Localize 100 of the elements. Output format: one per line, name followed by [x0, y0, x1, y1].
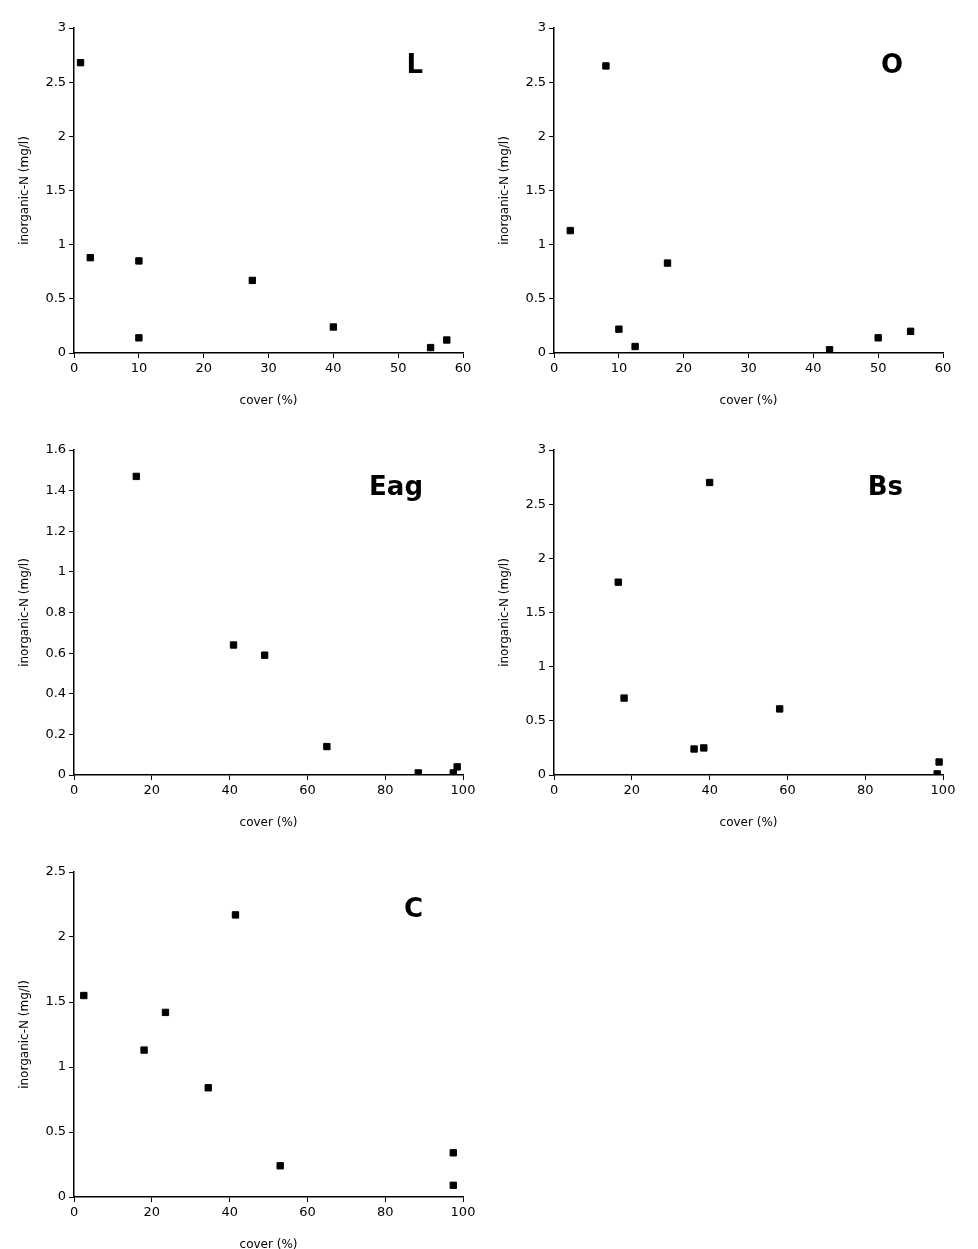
x-tick-label: 10 [610, 360, 628, 376]
point [329, 323, 338, 331]
x-tick-label: 20 [143, 782, 161, 798]
point [204, 1084, 212, 1092]
x-tick-label: 80 [856, 782, 874, 798]
y-tick-label: 2 [57, 928, 67, 944]
point [248, 276, 257, 285]
y-axis-title: inorganic-N (mg/l) [17, 136, 32, 245]
point [906, 327, 915, 336]
x-tick-label: 60 [779, 782, 796, 798]
y-tick-label: 2 [537, 549, 547, 565]
y-tick-label: 0.4 [45, 685, 67, 701]
y-axis-title: inorganic-N (mg/l) [497, 136, 512, 245]
y-tick-label: 3 [537, 441, 547, 457]
x-tick-label: 20 [623, 782, 641, 798]
point [453, 763, 461, 771]
y-tick-label: 2.5 [525, 495, 547, 511]
x-tick-label: 60 [454, 360, 472, 376]
text: O [880, 48, 903, 79]
x-tick-label: 20 [195, 360, 212, 376]
x-tick-label: 0 [549, 782, 559, 798]
y-tick-label: 0 [57, 344, 67, 360]
x-tick-label: 30 [260, 360, 277, 376]
text: C [403, 892, 423, 923]
x-tick-label: 0 [69, 1204, 79, 1220]
point [161, 1008, 170, 1017]
y-tick-label: 0.2 [45, 725, 67, 741]
point [874, 334, 882, 342]
y-tick-label: 0 [537, 344, 547, 360]
x-tick-label: 0 [69, 782, 79, 798]
point [449, 1181, 457, 1189]
point [449, 1149, 457, 1157]
y-tick-label: 2 [537, 127, 547, 143]
point [775, 705, 784, 713]
text: Eag [369, 470, 423, 501]
x-tick-label: 40 [325, 360, 342, 376]
y-tick-label: 0.8 [45, 603, 67, 619]
y-tick-label: 0.5 [525, 712, 547, 728]
x-tick-label: 50 [869, 360, 887, 376]
y-axis-title: inorganic-N (mg/l) [17, 980, 32, 1089]
y-tick-label: 0.5 [45, 290, 67, 306]
point [80, 991, 88, 1000]
y-tick-label: 1.5 [525, 181, 547, 197]
x-tick-label: 80 [376, 1204, 394, 1220]
point [700, 744, 708, 752]
point [132, 472, 140, 481]
x-axis-title: cover (%) [719, 392, 778, 407]
y-tick-label: 2 [57, 127, 67, 143]
point [231, 911, 240, 919]
x-axis-title: cover (%) [239, 392, 298, 407]
point [276, 1162, 284, 1170]
x-axis-title: cover (%) [239, 814, 298, 829]
x-tick-label: 100 [930, 782, 956, 798]
y-tick-label: 2.5 [525, 73, 547, 89]
point [135, 334, 143, 342]
y-tick-label: 1.6 [45, 441, 67, 457]
x-tick-label: 40 [805, 360, 822, 376]
x-tick-label: 40 [701, 782, 718, 798]
point [426, 343, 435, 352]
y-tick-label: 1.5 [45, 993, 67, 1009]
point [260, 651, 269, 659]
point [135, 257, 143, 265]
x-tick-label: 30 [740, 360, 757, 376]
point [825, 346, 834, 353]
point [602, 62, 610, 70]
point [615, 325, 623, 333]
x-tick-label: 50 [389, 360, 407, 376]
y-tick-label: 0.5 [525, 290, 547, 306]
y-tick-label: 1 [537, 658, 547, 674]
y-tick-label: 1.5 [525, 603, 547, 619]
y-tick-label: 1.5 [45, 181, 67, 197]
x-tick-label: 60 [299, 782, 316, 798]
x-axis-title: cover (%) [719, 814, 778, 829]
point [663, 259, 672, 267]
y-tick-label: 2.5 [45, 863, 67, 879]
point [620, 694, 628, 702]
y-tick-label: 0.6 [45, 644, 67, 660]
x-axis-title: cover (%) [239, 1236, 298, 1249]
y-tick-label: 1 [537, 236, 547, 252]
y-tick-label: 2.5 [45, 73, 67, 89]
point [631, 342, 639, 351]
y-axis-title: inorganic-N (mg/l) [17, 558, 32, 667]
point [935, 758, 943, 766]
y-tick-label: 1.4 [45, 482, 67, 497]
x-tick-label: 20 [143, 1204, 161, 1220]
y-tick-label: 0 [537, 766, 547, 782]
y-tick-label: 0 [57, 766, 67, 782]
point [614, 578, 622, 586]
y-tick-label: 3 [537, 19, 547, 35]
y-tick-label: 0.5 [45, 1123, 67, 1139]
x-tick-label: 10 [130, 360, 148, 376]
x-tick-label: 0 [549, 360, 559, 376]
x-tick-label: 60 [299, 1204, 316, 1220]
x-tick-label: 60 [934, 360, 952, 376]
point [443, 336, 451, 344]
y-tick-label: 1 [57, 1058, 67, 1074]
point [705, 478, 714, 487]
y-tick-label: 3 [57, 19, 67, 35]
y-tick-label: 1 [57, 236, 67, 252]
y-axis-title: inorganic-N (mg/l) [497, 558, 512, 667]
